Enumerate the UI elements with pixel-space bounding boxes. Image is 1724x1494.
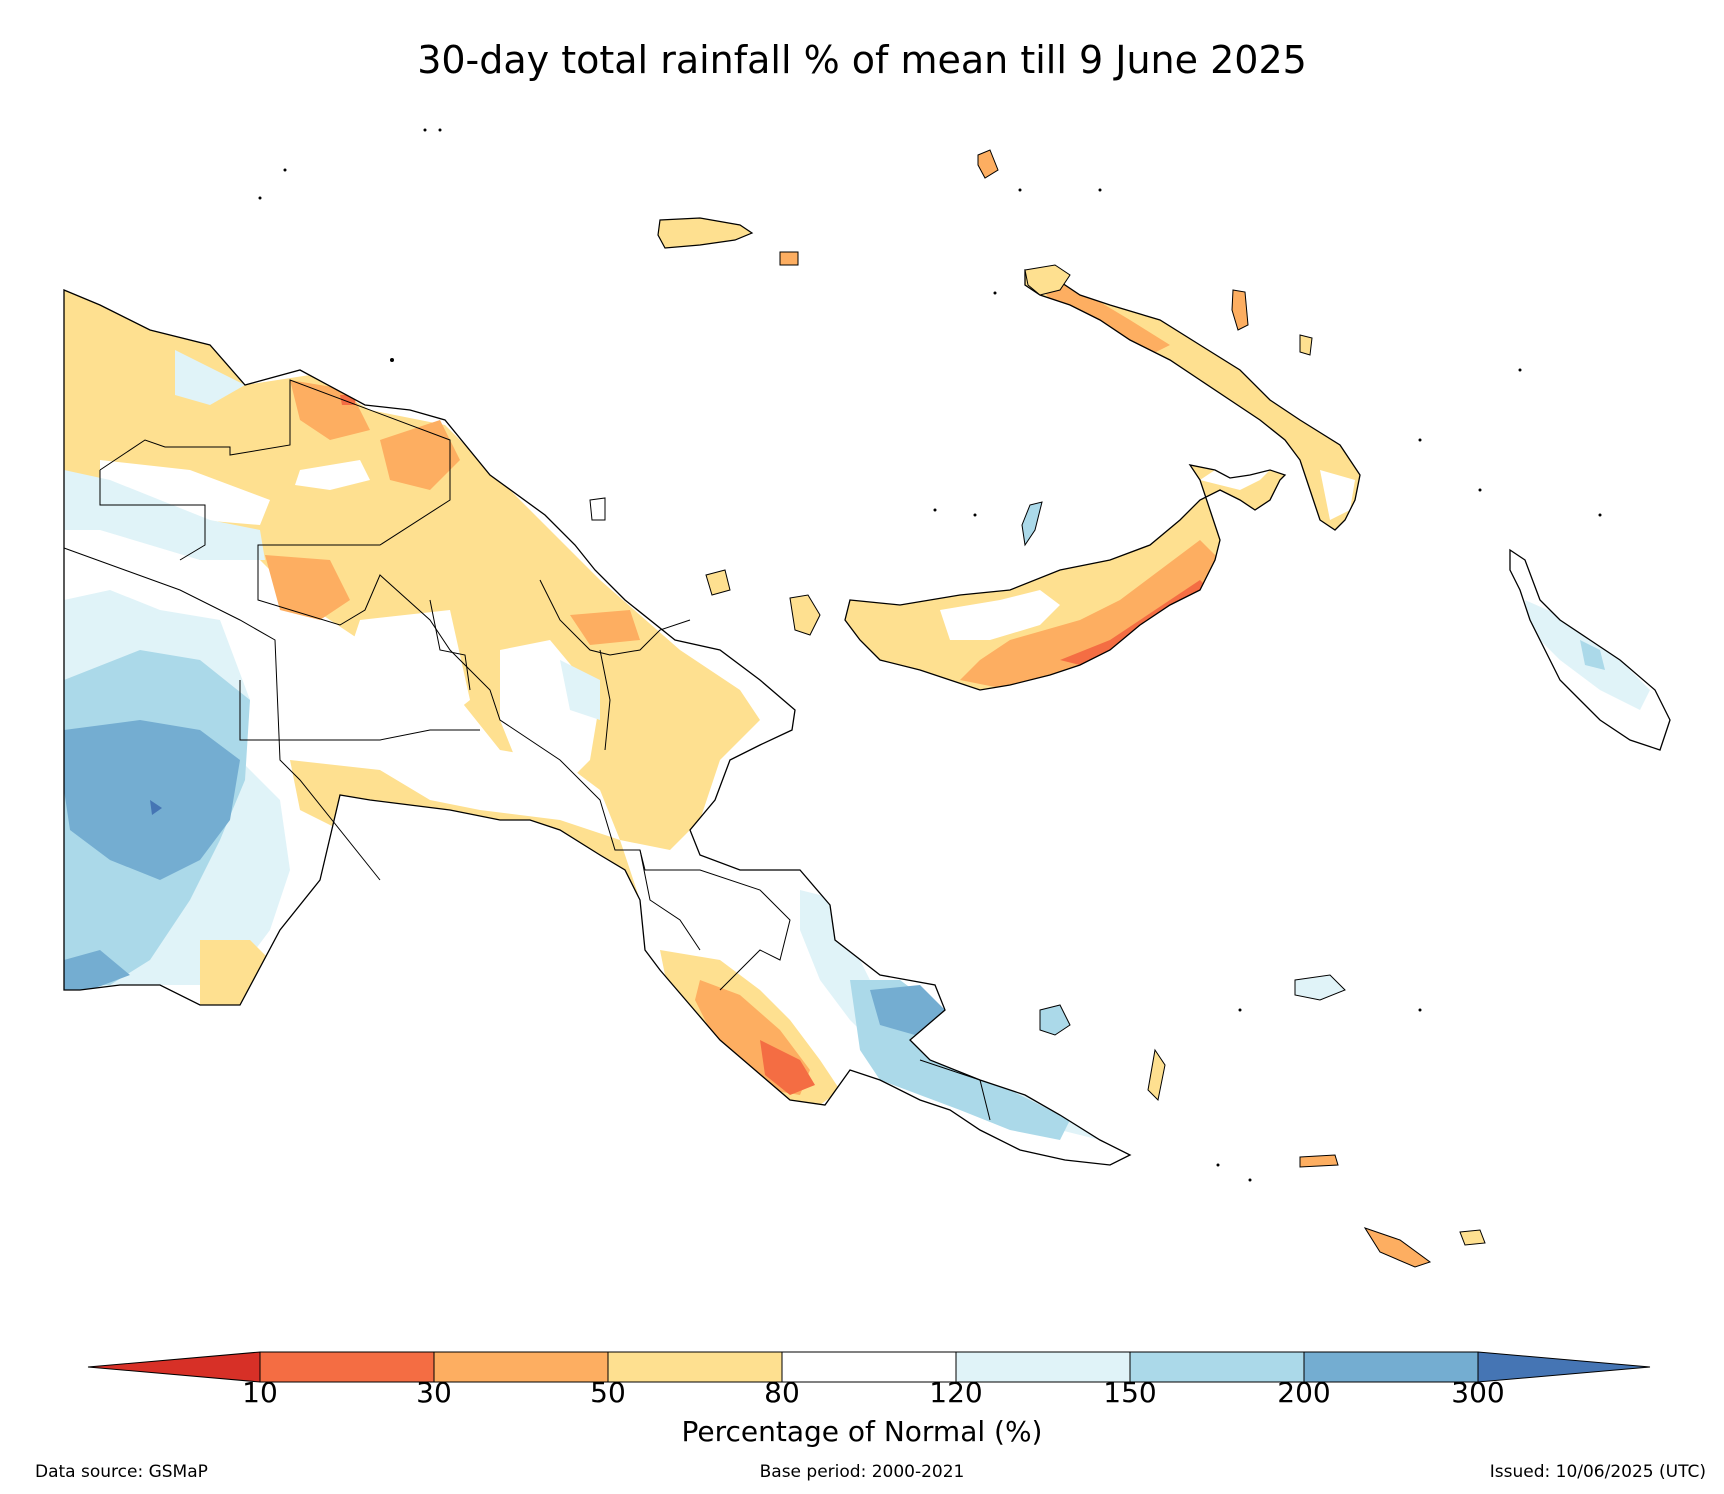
colorbar-bin-120-150	[955, 1351, 1131, 1383]
colorbar-bin-80-120	[781, 1351, 957, 1383]
map-title: 30-day total rainfall % of mean till 9 J…	[417, 38, 1307, 82]
manus-island	[657, 217, 799, 266]
colorbar-tick: 50	[590, 1376, 626, 1409]
base-period-note: Base period: 2000-2021	[759, 1462, 965, 1482]
colorbar-label: Percentage of Normal (%)	[681, 1415, 1043, 1448]
colorbar-tick: 30	[416, 1376, 452, 1409]
colorbar-bin-50-80	[607, 1351, 783, 1383]
colorbar-tick: 200	[1277, 1376, 1331, 1409]
colorbar-tick: 80	[764, 1376, 800, 1409]
tiny-islets	[258, 128, 1602, 1182]
small-islands	[589, 149, 1486, 1268]
colorbar-bin-10-30	[259, 1351, 435, 1383]
issued-date-note: Issued: 10/06/2025 (UTC)	[1489, 1462, 1706, 1482]
colorbar-bin-30-50	[433, 1351, 609, 1383]
data-source-note: Data source: GSMaP	[35, 1462, 208, 1482]
colorbar-tick: 150	[1103, 1376, 1157, 1409]
colorbar-tick: 10	[242, 1376, 278, 1409]
colorbar-bin-150-200	[1129, 1351, 1305, 1383]
colorbar-tick: 120	[929, 1376, 983, 1409]
colorbar-extend-high	[1477, 1351, 1651, 1383]
colorbar-tick: 300	[1451, 1376, 1505, 1409]
colorbar-extend-low	[87, 1351, 261, 1383]
